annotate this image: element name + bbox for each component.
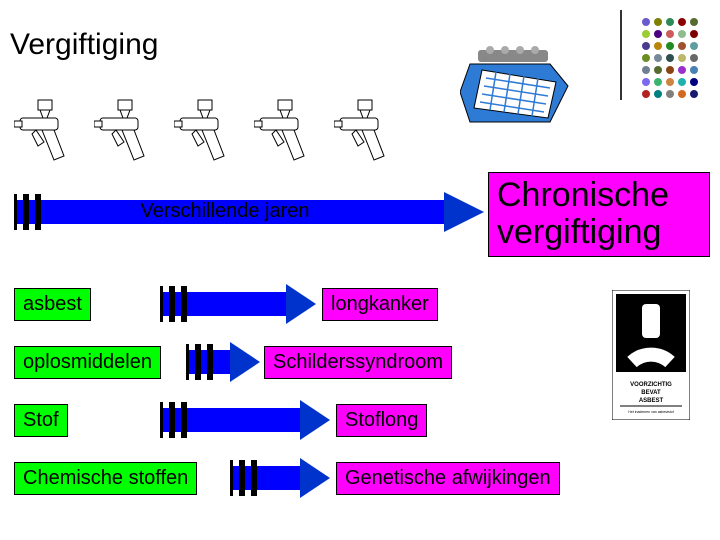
svg-text:ASBEST: ASBEST <box>639 398 664 404</box>
row-arrow <box>186 342 260 382</box>
effect-box: Stoflong <box>336 404 427 437</box>
cause-box: oplosmiddelen <box>14 346 161 379</box>
calendar-icon <box>460 42 570 132</box>
effect-box: Schilderssyndroom <box>264 346 452 379</box>
row-arrow <box>230 458 330 498</box>
divider-line <box>620 10 622 100</box>
spray-gun-icon <box>94 98 156 170</box>
spray-gun-icon <box>174 98 236 170</box>
cause-box: Chemische stoffen <box>14 462 197 495</box>
spray-gun-icon <box>14 98 76 170</box>
svg-text:BEVAT: BEVAT <box>641 390 661 396</box>
spray-gun-icon <box>254 98 316 170</box>
effect-box: longkanker <box>322 288 438 321</box>
timeline-label: Verschillende jaren <box>120 200 330 223</box>
svg-text:Het inademen van asbeststof: Het inademen van asbeststof <box>628 410 673 414</box>
page-title: Vergiftiging <box>10 28 158 62</box>
spray-guns-row <box>14 98 396 170</box>
chronic-box: Chronische vergiftiging <box>488 172 710 257</box>
cause-box: asbest <box>14 288 91 321</box>
row-arrow <box>160 284 316 324</box>
dot-grid-decoration <box>642 18 698 98</box>
cause-box: Stof <box>14 404 68 437</box>
effect-box: Genetische afwijkingen <box>336 462 560 495</box>
spray-gun-icon <box>334 98 396 170</box>
svg-text:VOORZICHTIG: VOORZICHTIG <box>630 382 672 388</box>
row-arrow <box>160 400 330 440</box>
asbestos-warning-icon: VOORZICHTIG BEVAT ASBEST Het inademen va… <box>612 290 690 420</box>
